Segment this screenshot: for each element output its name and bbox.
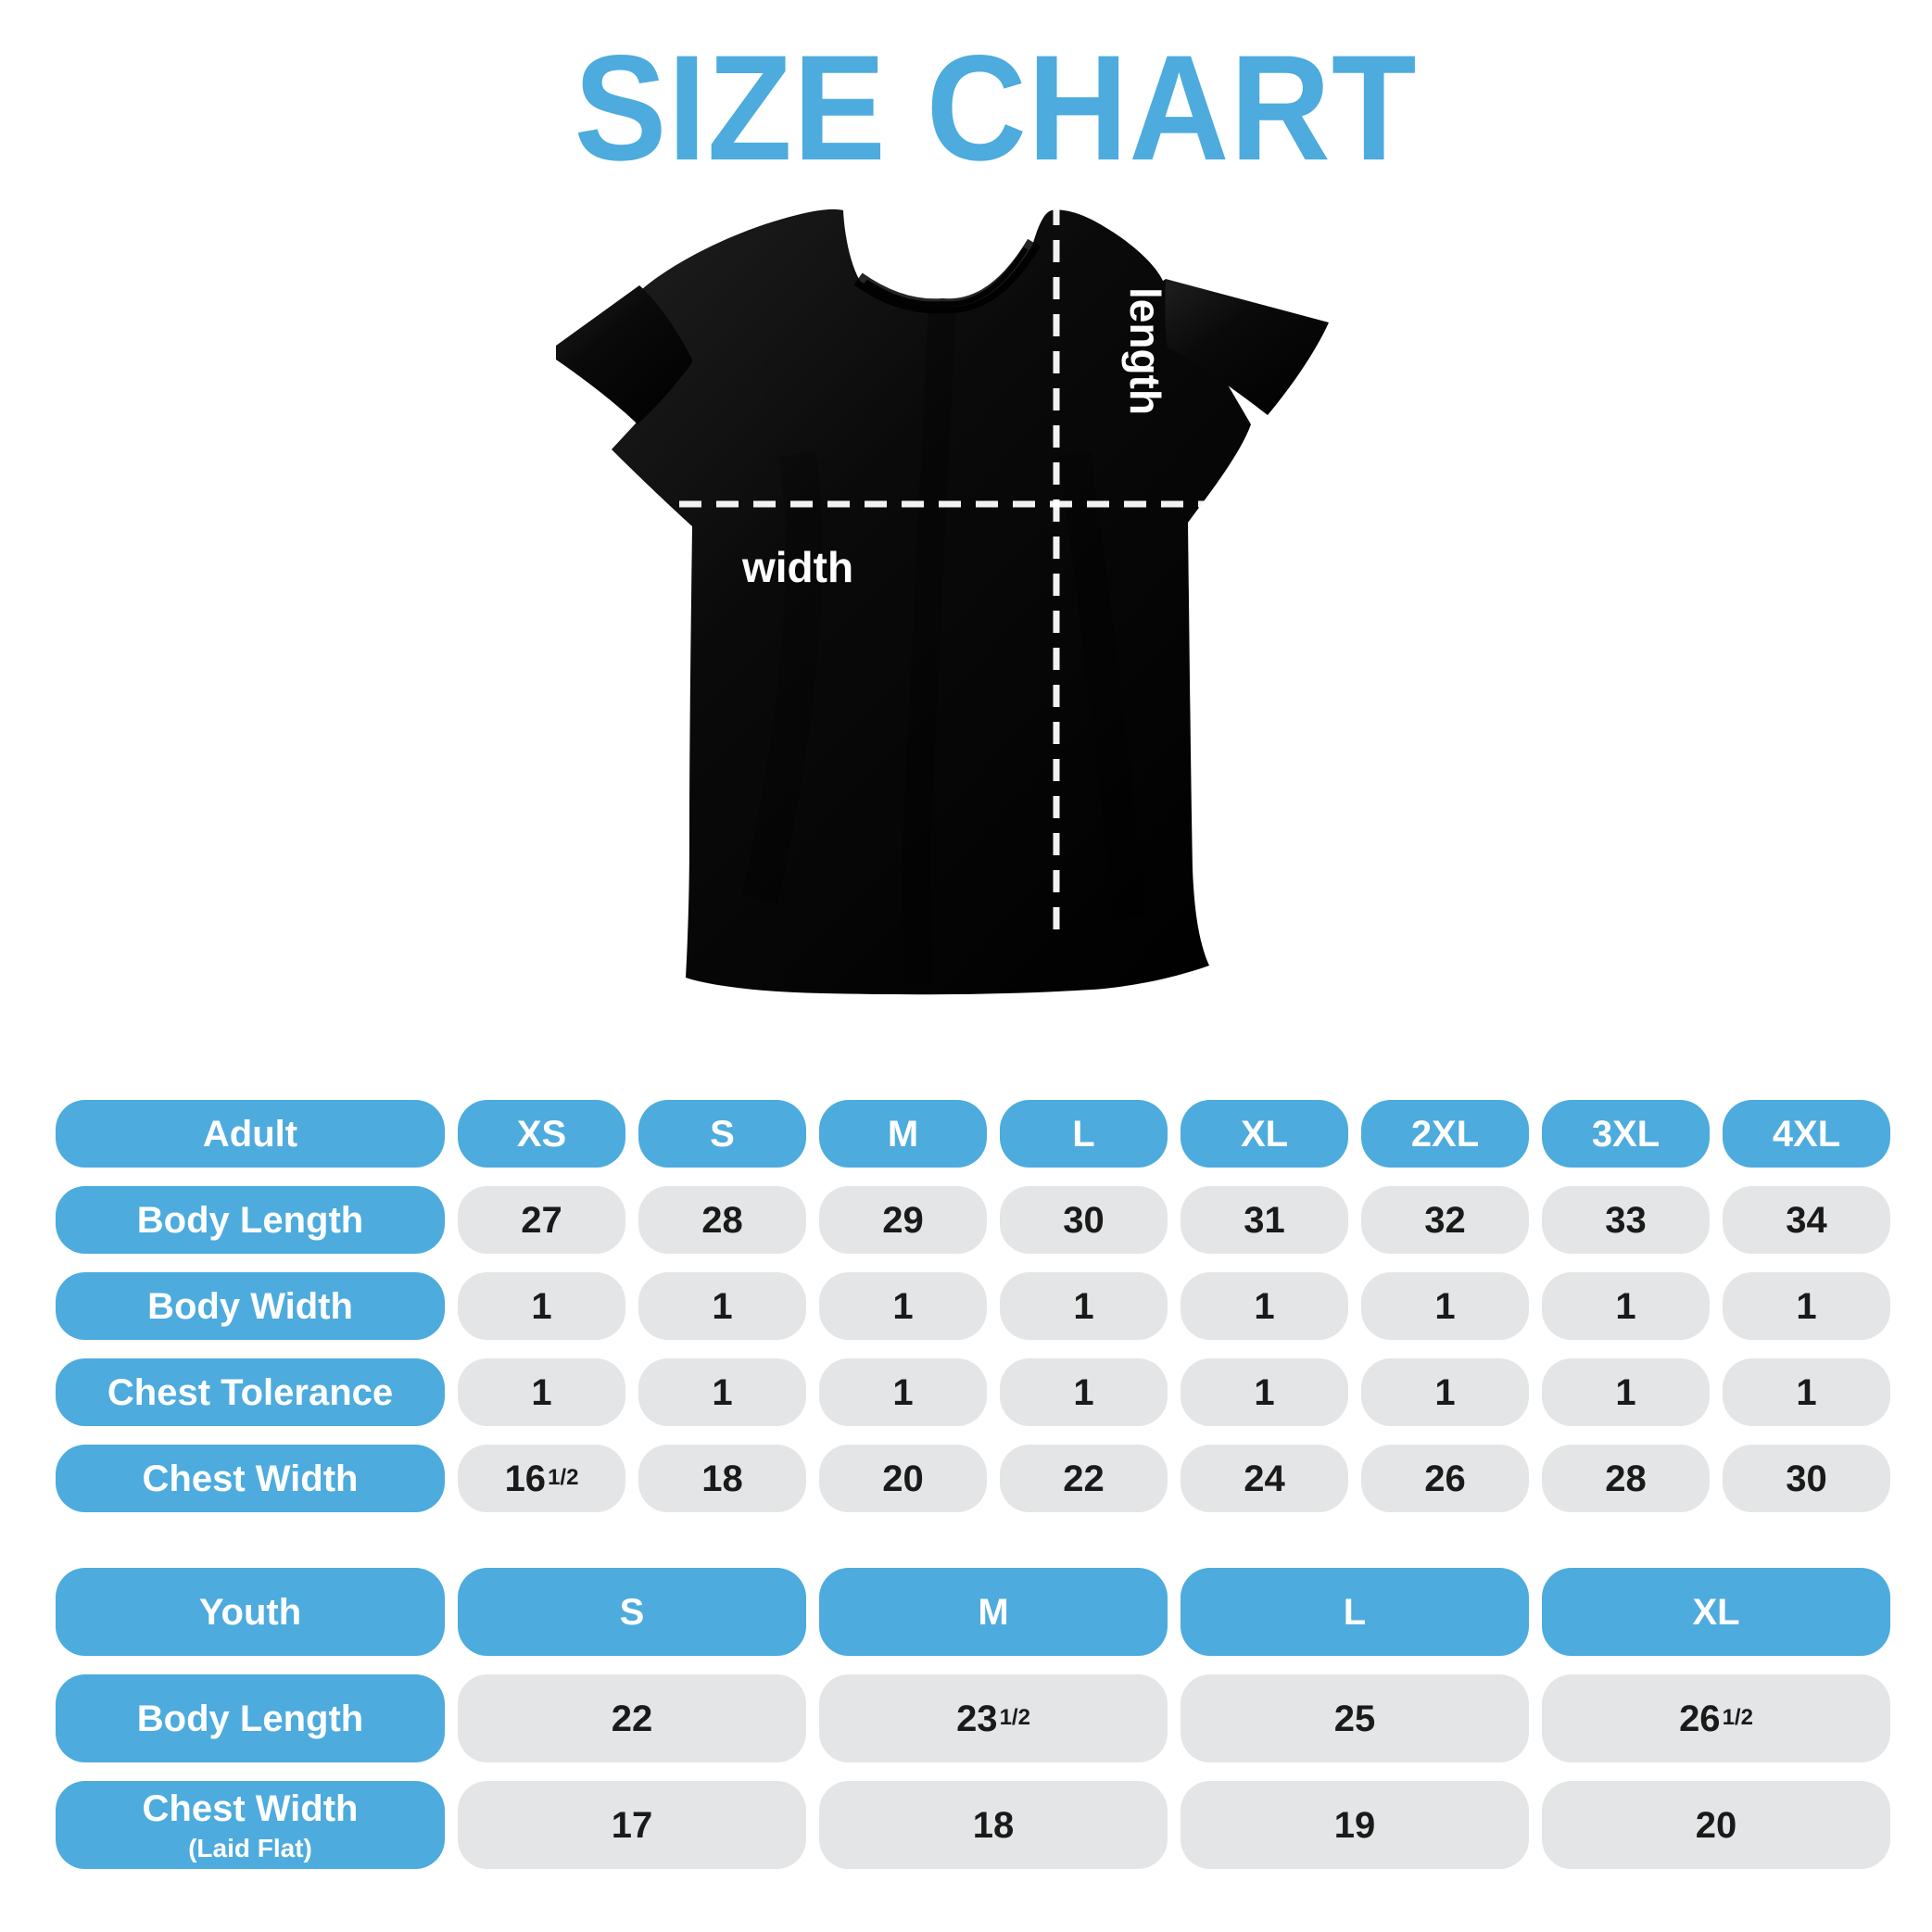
svg-text:length: length [1121,287,1169,415]
svg-text:width: width [741,543,853,591]
